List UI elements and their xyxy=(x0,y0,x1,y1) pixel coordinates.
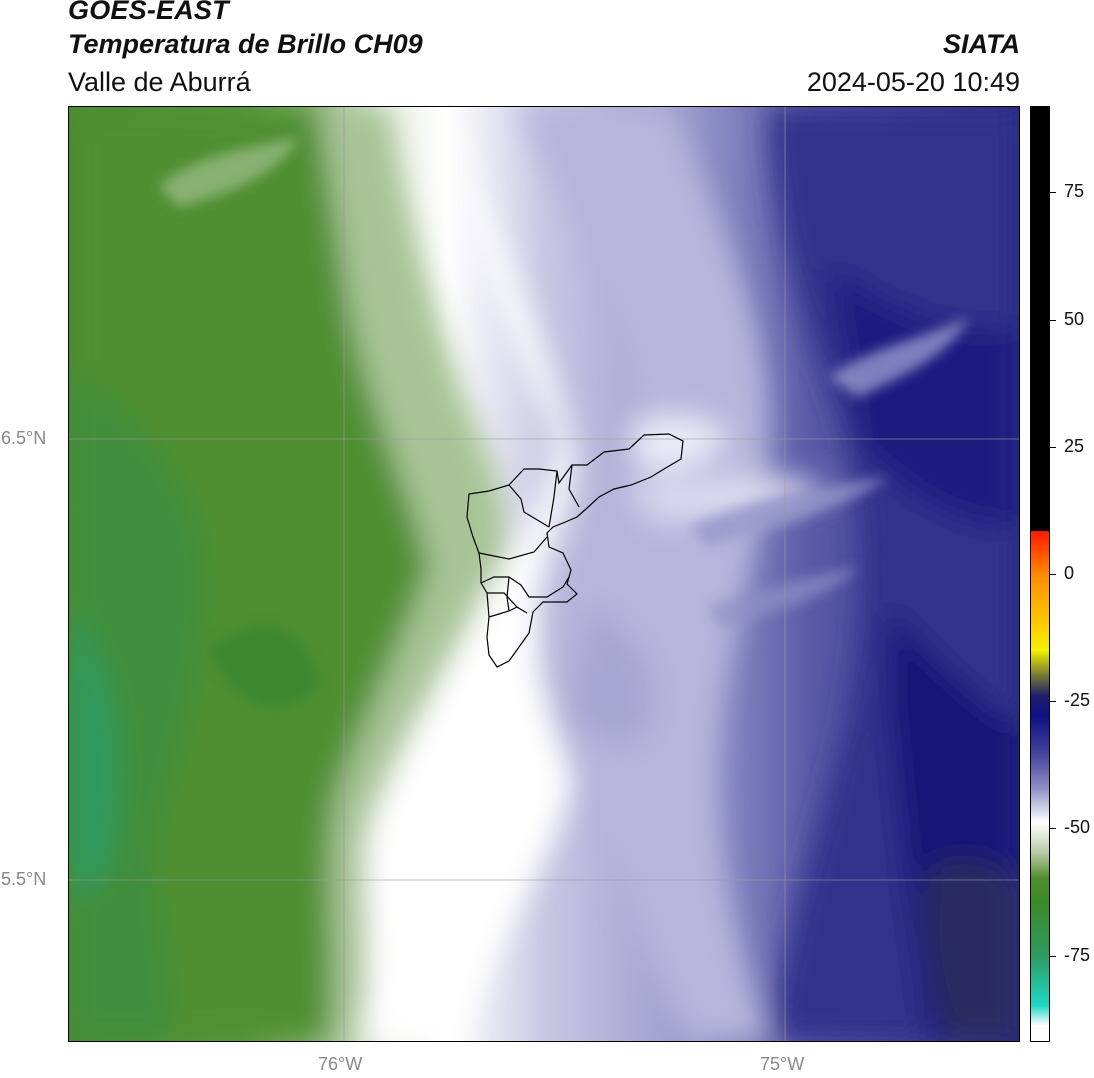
cloud-streaks xyxy=(159,137,969,708)
lat-label-6-5n: 6.5°N xyxy=(1,428,47,448)
agency-block: SIATA 2024-05-20 10:49 xyxy=(807,26,1020,102)
colorbar-tick-label: -25 xyxy=(1064,690,1091,711)
colorbar-tick-mark xyxy=(1050,446,1056,448)
colorbar xyxy=(1030,106,1050,1042)
cloud-field xyxy=(69,107,1019,1041)
datetime-label: 2024-05-20 10:49 xyxy=(806,67,1020,97)
satellite-map[interactable] xyxy=(68,106,1020,1042)
colorbar-tick-label: 50 xyxy=(1064,308,1085,329)
lat-label-5-5n: 5.5°N xyxy=(1,869,47,889)
map-canvas xyxy=(69,107,1019,1041)
colorbar-tick-label: -50 xyxy=(1064,817,1091,838)
colorbar-tick-mark xyxy=(1050,701,1056,703)
agency-label: SIATA xyxy=(943,29,1020,59)
colorbar-tick-label: 25 xyxy=(1064,435,1085,456)
satellite-title: GOES-EAST xyxy=(68,0,229,25)
region-subtitle: Valle de Aburrá xyxy=(68,67,251,97)
title-block: GOES-EAST Temperatura de Brillo CH09 Val… xyxy=(68,0,423,102)
colorbar-tick-label: 0 xyxy=(1064,563,1075,583)
colorbar-tick-label: 75 xyxy=(1064,181,1085,202)
colorbar-tick-mark xyxy=(1050,192,1056,194)
lon-label-75w: 75°W xyxy=(760,1054,805,1074)
colorbar-tick-mark xyxy=(1050,955,1056,957)
colorbar-tick-mark xyxy=(1050,319,1056,321)
colorbar-tick-mark xyxy=(1050,574,1056,575)
colorbar-tick-mark xyxy=(1050,828,1056,830)
product-title: Temperatura de Brillo CH09 xyxy=(68,29,423,59)
lon-label-76w: 76°W xyxy=(318,1054,363,1074)
municipality-boundaries[interactable] xyxy=(466,433,684,668)
grid-lines xyxy=(69,107,1019,1041)
colorbar-tick-label: -75 xyxy=(1064,944,1091,965)
